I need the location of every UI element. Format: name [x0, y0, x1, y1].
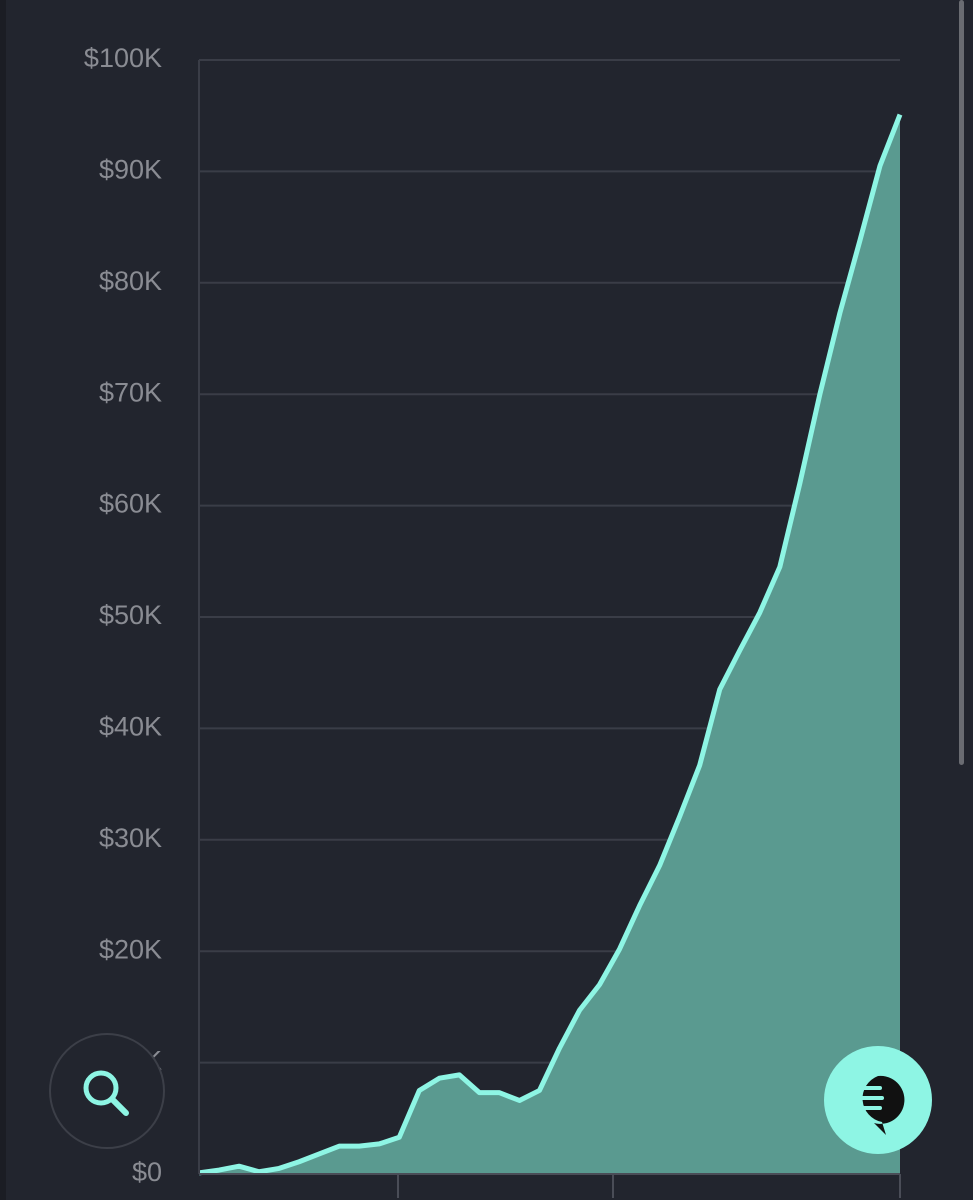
plot: $0$10K$20K$30K$40K$50K$60K$70K$80K$90K$1… [84, 43, 903, 1187]
area-line [198, 113, 903, 1176]
search-icon [83, 1070, 119, 1106]
y-tick-label: $100K [84, 43, 162, 73]
y-tick-label: $70K [99, 377, 162, 407]
y-tick-label: $0 [132, 1157, 162, 1187]
chat-button[interactable] [824, 1046, 932, 1154]
search-button-bg[interactable] [49, 1033, 165, 1149]
y-tick-label: $90K [99, 155, 162, 185]
y-tick-label: $30K [99, 823, 162, 853]
search-icon-handle [109, 1096, 129, 1116]
scrollbar [959, 0, 964, 765]
y-tick-label: $20K [99, 934, 162, 964]
search-button[interactable] [49, 1033, 165, 1149]
chat-icon [862, 1075, 905, 1135]
y-tick-label: $40K [99, 712, 162, 742]
y-tick-label: $50K [99, 600, 162, 630]
area-fill [199, 114, 900, 1175]
y-tick-label: $80K [99, 266, 162, 296]
y-tick-label: $60K [99, 489, 162, 519]
left-edge [0, 0, 6, 1200]
